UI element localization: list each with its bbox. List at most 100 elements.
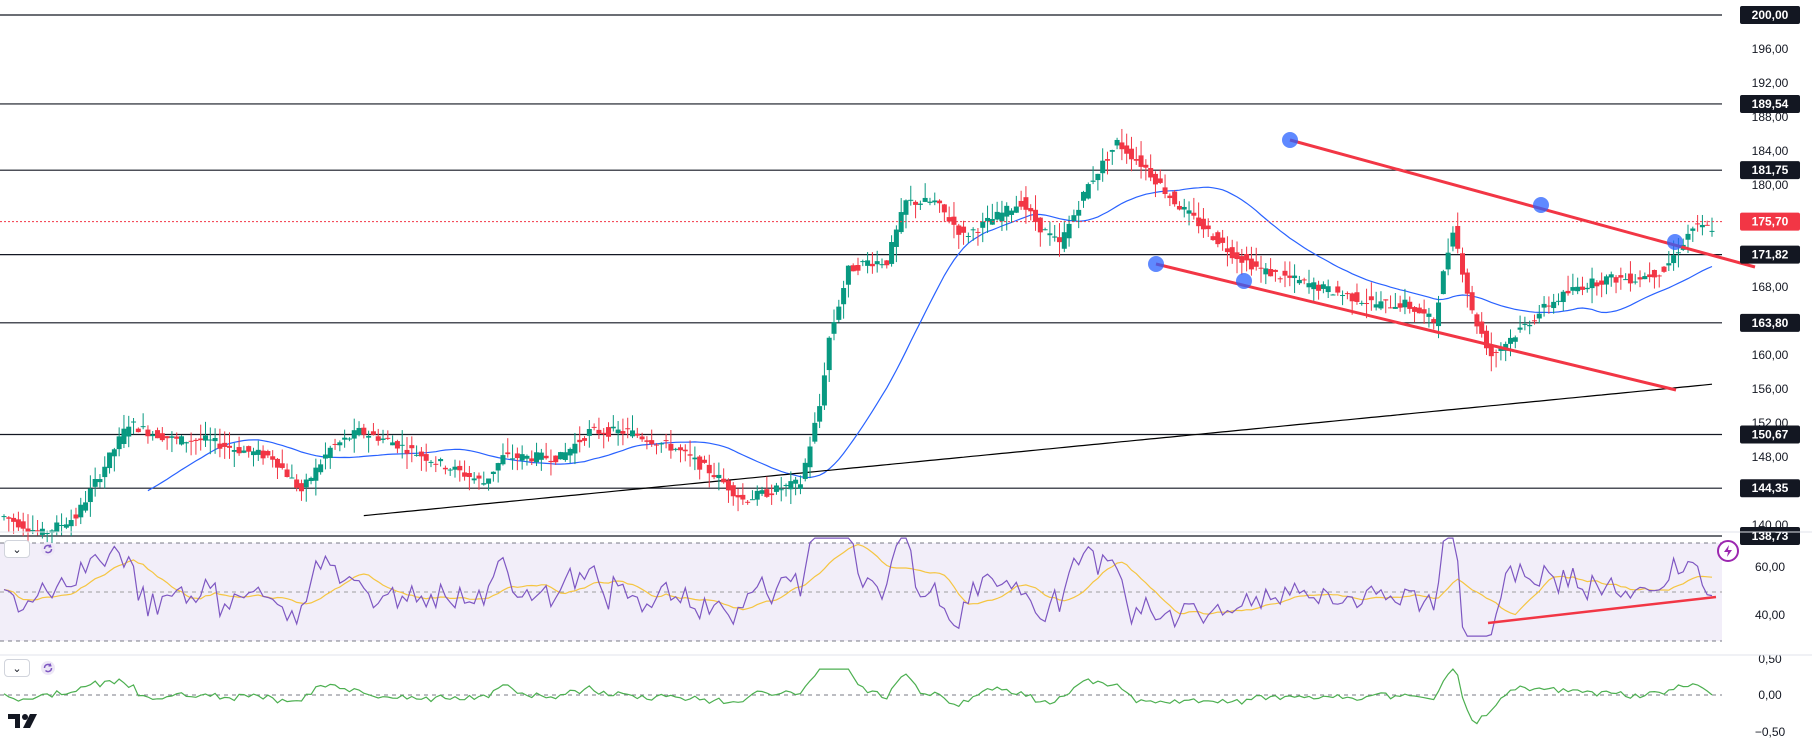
candle-body	[1239, 256, 1245, 263]
candle-body	[1608, 274, 1614, 278]
candle-body	[596, 429, 602, 434]
candle-body	[1152, 173, 1158, 185]
candle-body	[1196, 217, 1202, 227]
candle-body	[1066, 223, 1072, 239]
oscillator-sync-button[interactable]	[39, 659, 57, 677]
candle-body	[308, 477, 314, 482]
candle-body	[404, 449, 410, 454]
candle-body	[1330, 294, 1336, 296]
pivot-marker[interactable]	[1282, 132, 1298, 148]
candle-body	[1258, 267, 1264, 269]
trend-lines[interactable]	[1155, 138, 1756, 392]
candle-body	[1498, 347, 1504, 351]
lightning-icon[interactable]	[1717, 540, 1739, 562]
candle-body	[937, 200, 943, 204]
candle-body	[505, 452, 511, 455]
candle-body	[725, 480, 731, 491]
candle-body	[754, 490, 760, 500]
candle-body	[15, 519, 21, 528]
pivot-marker[interactable]	[1533, 197, 1549, 213]
level-tag-bg	[1740, 6, 1800, 24]
candle-body	[346, 438, 352, 440]
candle-body	[428, 461, 434, 463]
candle-body	[1033, 209, 1039, 222]
candle-body	[226, 445, 232, 448]
candle-body	[1272, 269, 1278, 272]
candle-body	[764, 489, 770, 497]
candle-body	[558, 452, 564, 460]
level-tag-text: 200,00	[1752, 8, 1789, 22]
oscillator-pane[interactable]: 0,50 0,00 −0,50	[0, 652, 1786, 739]
candle-body	[279, 463, 285, 468]
candlesticks	[1, 128, 1715, 547]
candle-body	[1234, 252, 1240, 260]
candle-body	[188, 440, 194, 442]
rsi-sync-button[interactable]	[39, 540, 57, 558]
candle-body	[1594, 282, 1600, 287]
candle-body	[418, 451, 424, 457]
candle-body	[980, 221, 986, 228]
candle-body	[644, 440, 650, 442]
candle-body	[1685, 233, 1691, 240]
chevron-down-icon: ⌄	[12, 543, 22, 556]
candle-body	[1215, 232, 1221, 245]
oscillator-collapse-button[interactable]: ⌄	[4, 659, 30, 677]
horizontal-levels[interactable]	[0, 14, 1722, 537]
price-pane[interactable]	[0, 14, 1756, 547]
candle-body	[769, 493, 775, 496]
candle-body	[145, 429, 151, 437]
trend-line[interactable]	[1289, 138, 1756, 269]
candle-body	[534, 452, 540, 463]
candle-body	[1642, 276, 1648, 280]
price-tick-label: 160,00	[1752, 348, 1789, 362]
candle-body	[342, 437, 348, 440]
rsi-trend-line	[1487, 595, 1717, 625]
pivot-markers[interactable]	[1148, 132, 1683, 289]
candle-body	[169, 436, 175, 438]
candle-body	[1349, 293, 1355, 302]
candle-body	[1522, 323, 1528, 325]
candle-body	[236, 447, 242, 454]
candle-body	[860, 261, 866, 263]
price-scale[interactable]: 196,00 192,00 188,00 184,00 180,00 168,00 160,…	[1740, 6, 1800, 545]
candle-body	[951, 216, 957, 225]
candle-body	[121, 428, 127, 444]
candle-body	[745, 501, 751, 503]
candle-body	[673, 448, 679, 450]
candle-body	[11, 517, 17, 522]
candle-body	[111, 449, 117, 457]
level-tag-text: 144,35	[1752, 481, 1789, 495]
candle-body	[140, 426, 146, 428]
tradingview-logo-icon[interactable]	[8, 712, 44, 730]
candle-body	[1071, 215, 1077, 221]
pivot-marker[interactable]	[1148, 256, 1164, 272]
candle-body	[970, 229, 976, 231]
level-tag-text: 189,54	[1752, 97, 1789, 111]
candle-body	[1560, 291, 1566, 303]
candle-body	[797, 484, 803, 489]
candle-body	[927, 201, 933, 203]
sync-icon	[41, 661, 55, 675]
candle-body	[841, 288, 847, 305]
candle-body	[850, 265, 856, 272]
pivot-marker[interactable]	[1667, 234, 1683, 250]
candle-body	[677, 447, 683, 451]
candle-body	[692, 457, 698, 460]
candle-body	[1493, 352, 1499, 354]
current-price-tag: 175,70	[1740, 212, 1800, 231]
candle-body	[1623, 279, 1629, 281]
candle-body	[543, 455, 549, 459]
candle-body	[87, 488, 93, 503]
rsi-collapse-button[interactable]: ⌄	[4, 540, 30, 558]
rsi-pane[interactable]: 60,00 40,00	[0, 537, 1785, 642]
candle-body	[889, 242, 895, 264]
candle-body	[1474, 314, 1480, 327]
candle-body	[1541, 303, 1547, 308]
candle-body	[706, 464, 712, 474]
candle-body	[44, 533, 50, 535]
pivot-marker[interactable]	[1236, 273, 1252, 289]
candle-body	[476, 475, 482, 479]
candle-body	[1426, 313, 1432, 317]
candle-body	[1248, 258, 1254, 270]
